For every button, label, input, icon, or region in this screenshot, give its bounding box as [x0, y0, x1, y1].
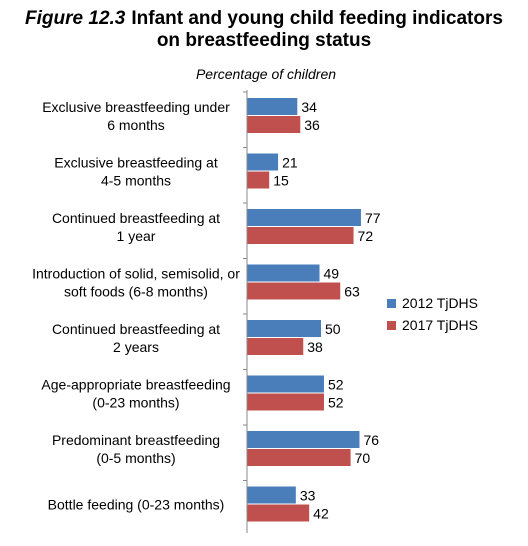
- category-label: Continued breastfeeding at: [52, 321, 220, 337]
- bar-2017: [247, 504, 310, 522]
- category-label: Continued breastfeeding at: [52, 210, 220, 226]
- data-label: 33: [300, 488, 316, 504]
- data-label: 72: [358, 228, 374, 244]
- bar-2012: [247, 431, 360, 448]
- category-label: soft foods (6-8 months): [64, 284, 208, 300]
- data-label: 36: [304, 117, 320, 133]
- title-line-1: Figure 12.3 Infant and young child feedin…: [0, 8, 528, 30]
- bar-2017: [247, 393, 324, 411]
- title-text: Infant and young child feeding indicator…: [131, 8, 503, 29]
- category-label: Age-appropriate breastfeeding: [41, 377, 230, 393]
- bar-2012: [247, 375, 324, 393]
- data-label: 42: [313, 506, 329, 522]
- category-label: Introduction of solid, semisolid, or: [32, 266, 240, 282]
- category-label: Bottle feeding (0-23 months): [48, 497, 225, 513]
- category-label: (0-5 months): [96, 450, 175, 466]
- data-label: 34: [301, 99, 317, 115]
- category-label: Exclusive breastfeeding at: [54, 155, 218, 171]
- category-label: 6 months: [107, 117, 165, 133]
- bar-2017: [247, 116, 301, 133]
- legend-item-2017: 2017 TjDHS: [387, 314, 478, 336]
- category-label: (0-23 months): [92, 395, 179, 411]
- data-label: 15: [273, 173, 289, 189]
- data-label: 38: [307, 339, 323, 355]
- bar-2012: [247, 264, 320, 282]
- category-label: Exclusive breastfeeding under: [42, 99, 230, 115]
- category-label: Predominant breastfeeding: [52, 432, 220, 448]
- figure-label: Figure 12.3: [25, 8, 126, 29]
- bar-2012: [247, 320, 321, 337]
- category-label: 4-5 months: [101, 173, 171, 189]
- legend-swatch-2017: [387, 320, 396, 330]
- bar-2017: [247, 171, 270, 189]
- chart-title: Figure 12.3 Infant and young child feedin…: [0, 8, 528, 52]
- data-label: 21: [282, 155, 298, 171]
- data-label: 76: [363, 432, 379, 448]
- chart-subtitle: Percentage of children: [195, 66, 337, 82]
- bar-2012: [247, 486, 296, 504]
- data-label: 52: [328, 377, 344, 393]
- bar-2012: [247, 153, 279, 171]
- legend-swatch-2012: [387, 298, 396, 308]
- data-label: 52: [328, 395, 344, 411]
- bar-2012: [247, 98, 298, 115]
- legend-item-2012: 2012 TjDHS: [387, 292, 478, 314]
- data-label: 70: [355, 450, 371, 466]
- legend-label-2012: 2012 TjDHS: [402, 295, 479, 311]
- bar-2017: [247, 282, 341, 300]
- bar-2017: [247, 338, 304, 355]
- category-label: 1 year: [117, 228, 156, 244]
- legend-label-2017: 2017 TjDHS: [402, 317, 479, 333]
- data-label: 63: [344, 284, 360, 300]
- data-label: 50: [325, 321, 341, 337]
- bar-2017: [247, 227, 354, 244]
- bar-2017: [247, 449, 351, 466]
- title-line-2: on breastfeeding status: [156, 30, 372, 51]
- bar-2012: [247, 209, 361, 226]
- legend: 2012 TjDHS 2017 TjDHS: [387, 292, 478, 336]
- category-label: 2 years: [113, 339, 159, 355]
- data-label: 49: [324, 266, 340, 282]
- data-label: 77: [365, 210, 381, 226]
